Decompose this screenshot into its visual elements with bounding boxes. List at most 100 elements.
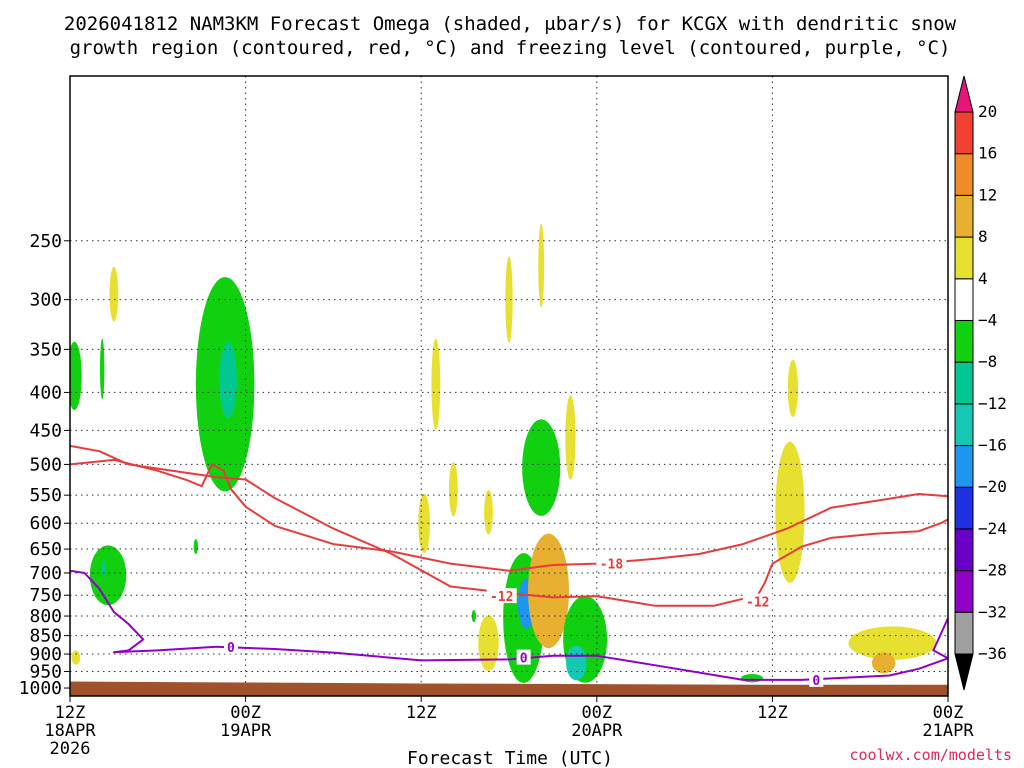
x-tick-label-4-0: 12Z: [757, 703, 788, 723]
colorbar-segment-5: [954, 445, 974, 488]
omega-region-18: [471, 609, 477, 623]
x-tick-label-0-0: 12Z: [55, 703, 86, 723]
omega-region-17: [522, 419, 561, 516]
contour-label-bg-3-2: [809, 671, 824, 687]
colorbar-label-9: 4: [978, 269, 988, 288]
y-axis: 2503003504004505005506006507007508008509…: [19, 231, 70, 699]
omega-region-19: [478, 615, 499, 671]
colorbar-label-3: −24: [978, 519, 1007, 538]
omega-region-25: [740, 674, 763, 683]
colorbar-segment-8: [954, 319, 974, 363]
y-tick-label-700: 700: [29, 563, 62, 584]
omega-region-14: [505, 256, 513, 343]
y-tick-label-350: 350: [29, 339, 62, 360]
contour-label-2-0: -12: [490, 590, 513, 605]
omega-region-9: [71, 650, 81, 665]
colorbar-segment-10: [954, 236, 974, 280]
y-tick-label-600: 600: [29, 513, 62, 534]
chart-title-line-1: 2026041812 NAM3KM Forecast Omega (shaded…: [64, 13, 957, 35]
x-tick-label-5-1: 21APR: [922, 721, 974, 741]
x-tick-label-0-2: 2026: [50, 739, 91, 759]
omega-region-22: [528, 533, 569, 649]
contour-label-bg-2-1: [742, 593, 773, 609]
colorbar-label-4: −20: [978, 477, 1007, 496]
x-tick-label-1-1: 19APR: [220, 721, 272, 741]
omega-region-3: [109, 266, 119, 322]
x-tick-label-0-1: 18APR: [44, 721, 96, 741]
colorbar-segment-9: [954, 278, 974, 321]
x-axis-label: Forecast Time (UTC): [407, 748, 613, 768]
colorbar-label-2: −28: [978, 561, 1007, 580]
colorbar-label-1: −32: [978, 602, 1007, 621]
y-tick-label-550: 550: [29, 485, 62, 506]
colorbar: −36 −32 −28 −24 −20 −16 −12 −8 −4 4 8 12 16 20: [954, 75, 1007, 691]
omega-region-29: [871, 652, 896, 674]
omega-region-16: [565, 395, 576, 480]
credit-link[interactable]: coolwx.com/modelts: [849, 746, 1012, 764]
x-tick-label-5-0: 00Z: [933, 703, 964, 723]
contour-layer: -18 -12 -12 0 0 0: [70, 444, 948, 689]
contour-label-bg-2-0: [486, 588, 517, 604]
contour-label-1-0: -18: [600, 558, 624, 573]
colorbar-segment-4: [954, 486, 974, 530]
contour-line-1: [70, 458, 948, 572]
contour-label-bg-1-0: [596, 555, 627, 571]
x-tick-label-2-0: 12Z: [406, 703, 437, 723]
colorbar-label-7: −8: [978, 352, 997, 371]
omega-region-7: [101, 561, 106, 576]
contour-label-bg-3-0: [223, 638, 238, 654]
terrain-layer: [70, 681, 948, 696]
contour-line-3: [70, 569, 948, 681]
y-tick-label-750: 750: [29, 585, 62, 606]
omega-shading-layer: [70, 223, 937, 684]
y-tick-label-1000: 1000: [19, 678, 62, 699]
omega-region-15: [538, 223, 545, 308]
x-tick-label-1-0: 00Z: [230, 703, 261, 723]
omega-region-26: [775, 441, 805, 583]
y-tick-label-500: 500: [29, 454, 62, 475]
colorbar-label-12: 16: [978, 144, 997, 163]
colorbar-segment-2: [954, 570, 974, 613]
colorbar-label-6: −12: [978, 394, 1007, 413]
x-tick-label-3-0: 00Z: [581, 703, 612, 723]
y-tick-label-450: 450: [29, 420, 62, 441]
chart-title-line-2: growth region (contoured, red, °C) and f…: [70, 37, 951, 59]
omega-region-5: [219, 342, 237, 418]
y-tick-label-850: 850: [29, 626, 62, 647]
contour-line-2: [70, 444, 948, 607]
colorbar-label-13: 20: [978, 102, 997, 121]
omega-region-10: [431, 338, 441, 431]
contour-label-bg-3-1: [516, 649, 531, 665]
y-tick-label-800: 800: [29, 606, 62, 627]
y-tick-label-300: 300: [29, 290, 62, 311]
omega-region-2: [99, 338, 105, 400]
contour-label-3-2: 0: [812, 674, 820, 689]
omega-region-1: [70, 341, 82, 410]
omega-region-27: [787, 359, 799, 418]
colorbar-segment-13: [954, 111, 974, 155]
contour-label-3-0: 0: [227, 641, 235, 656]
y-tick-label-650: 650: [29, 539, 62, 560]
colorbar-top-arrow: [954, 75, 974, 113]
terrain-fill: [70, 681, 948, 696]
y-tick-label-900: 900: [29, 644, 62, 665]
colorbar-label-11: 12: [978, 185, 997, 204]
omega-region-28: [848, 626, 937, 660]
colorbar-segment-3: [954, 528, 974, 572]
colorbar-label-5: −16: [978, 436, 1007, 455]
omega-region-24: [566, 645, 587, 681]
plot-frame: [69, 75, 949, 697]
colorbar-segment-11: [954, 194, 974, 238]
x-tick-label-3-1: 20APR: [571, 721, 623, 741]
colorbar-segment-7: [954, 361, 974, 405]
omega-region-8: [193, 539, 199, 555]
colorbar-segment-12: [954, 153, 974, 196]
y-tick-label-950: 950: [29, 661, 62, 682]
contour-label-3-1: 0: [520, 652, 528, 667]
contour-label-2-1: -12: [746, 596, 769, 611]
omega-region-12: [449, 462, 458, 517]
colorbar-label-10: 8: [978, 227, 988, 246]
omega-region-6: [89, 545, 127, 606]
